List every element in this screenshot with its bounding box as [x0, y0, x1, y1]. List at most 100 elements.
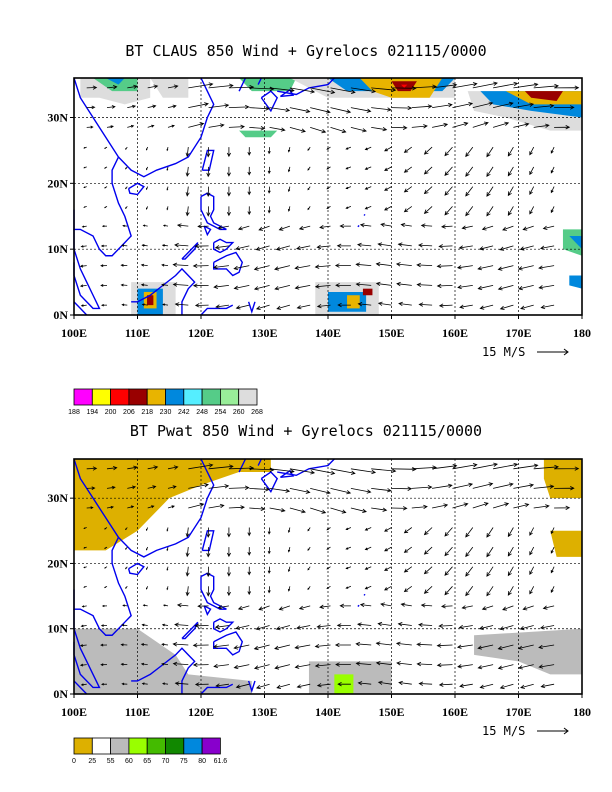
- wind-arrow: [147, 505, 155, 509]
- wind-arrow: [289, 468, 316, 475]
- wind-arrow: [542, 225, 555, 230]
- coastline: [279, 88, 295, 98]
- wind-arrow: [350, 488, 372, 494]
- wind-arrow: [371, 507, 388, 512]
- wind-arrow: [233, 265, 250, 271]
- wind-arrow: [334, 642, 351, 648]
- wind-arrow: [533, 464, 559, 470]
- coastline: [260, 90, 279, 113]
- wind-arrow: [125, 586, 128, 589]
- wind-arrow: [124, 186, 128, 190]
- x-tick-label: 110E: [125, 705, 150, 719]
- wind-arrow: [330, 507, 347, 514]
- wind-arrow: [172, 262, 189, 268]
- wind-arrow: [411, 104, 433, 109]
- wind-arrow: [513, 503, 530, 509]
- field-shade: [147, 295, 154, 306]
- wind-arrow: [465, 546, 474, 558]
- wind-arrow: [522, 225, 534, 231]
- coastline: [117, 458, 215, 558]
- wind-arrow: [529, 566, 535, 575]
- wind-arrow: [140, 263, 148, 267]
- wind-arrow: [127, 104, 137, 109]
- wind-arrow: [249, 106, 270, 111]
- wind-arrow: [357, 681, 372, 686]
- wind-arrow: [278, 605, 291, 611]
- wind-arrow: [146, 566, 149, 571]
- wind-arrow: [316, 624, 331, 629]
- colorbar-swatch: [73, 737, 93, 755]
- wind-arrow: [345, 585, 352, 589]
- wind-arrow: [121, 303, 128, 307]
- wind-arrow: [161, 623, 169, 627]
- wind-arrow: [364, 546, 372, 551]
- wind-arrow: [80, 245, 87, 248]
- wind-arrow: [217, 604, 229, 610]
- wind-arrow: [486, 527, 494, 538]
- wind-arrow: [493, 462, 519, 470]
- wind-arrow: [550, 166, 555, 174]
- coastline: [181, 621, 199, 640]
- wind-arrow: [146, 206, 149, 210]
- wind-arrow: [520, 683, 534, 689]
- wind-arrow: [86, 506, 94, 510]
- wind-arrow: [206, 147, 211, 158]
- wind-arrow: [355, 282, 372, 287]
- wind-arrow: [192, 263, 209, 269]
- wind-arrow: [166, 586, 169, 591]
- wind-arrow: [287, 546, 291, 553]
- wind-arrow: [345, 146, 352, 150]
- colorbar-swatch: [91, 737, 112, 755]
- wind-arrow: [364, 585, 372, 590]
- wind-arrow: [161, 662, 169, 666]
- wind-arrow: [237, 605, 250, 611]
- wind-arrow: [377, 301, 392, 306]
- field-shade: [105, 78, 125, 85]
- wind-arrow: [416, 262, 433, 268]
- wind-arrow: [228, 465, 255, 471]
- wind-arrow: [100, 284, 108, 287]
- wind-arrow: [384, 146, 392, 152]
- wind-arrow: [384, 546, 392, 552]
- wind-arrow: [233, 664, 250, 670]
- x-tick-label: 110E: [125, 326, 150, 340]
- wind-arrow: [457, 664, 473, 669]
- colorbar-label: 70: [162, 758, 170, 765]
- wind-arrow: [384, 206, 392, 211]
- wind-arrow: [371, 107, 392, 112]
- wind-arrow: [127, 124, 135, 128]
- wind-arrow: [396, 281, 412, 287]
- wind-arrow: [147, 84, 159, 89]
- wind-arrow: [296, 245, 311, 251]
- wind-arrow: [121, 623, 128, 627]
- wind-arrow: [146, 546, 149, 551]
- colorbar-swatch: [128, 388, 148, 406]
- wind-arrow: [192, 283, 209, 288]
- wind-arrow: [294, 664, 311, 669]
- wind-arrow: [380, 222, 392, 228]
- wind-arrow: [375, 661, 392, 666]
- coastline: [363, 593, 366, 596]
- colorbar-swatch: [238, 388, 258, 406]
- wind-arrow: [391, 467, 417, 472]
- wind-arrow: [79, 264, 87, 268]
- coastline: [181, 242, 199, 260]
- wind-arrow: [120, 263, 128, 267]
- wind-arrow: [391, 125, 408, 130]
- wind-arrow: [287, 586, 291, 592]
- wind-arrow: [208, 464, 234, 470]
- wind-arrow: [253, 285, 270, 291]
- panel1-title: BT CLAUS 850 Wind + Gyrelocs 021115/0000: [125, 42, 487, 60]
- wind-arrow: [345, 546, 352, 550]
- wind-arrow: [81, 225, 87, 228]
- coastline: [212, 618, 235, 633]
- wind-arrow: [423, 527, 433, 536]
- wind-arrow: [194, 623, 209, 628]
- wind-arrow: [294, 285, 311, 290]
- wind-arrow: [452, 121, 469, 128]
- wind-arrow: [188, 502, 205, 509]
- wind-arrow: [420, 603, 433, 608]
- wind-arrow: [465, 186, 474, 197]
- wind-arrow: [456, 265, 473, 270]
